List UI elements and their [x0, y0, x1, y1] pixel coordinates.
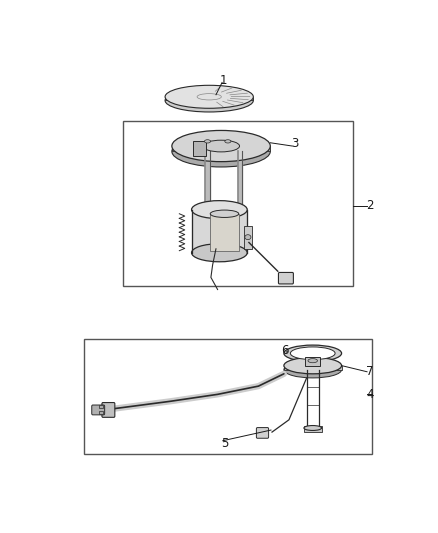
FancyBboxPatch shape	[256, 427, 268, 438]
FancyBboxPatch shape	[210, 214, 239, 251]
Ellipse shape	[191, 244, 247, 262]
FancyBboxPatch shape	[279, 272, 293, 284]
Ellipse shape	[284, 345, 342, 361]
Ellipse shape	[165, 89, 253, 112]
FancyBboxPatch shape	[305, 358, 320, 366]
Ellipse shape	[304, 425, 321, 431]
Text: 5: 5	[221, 437, 228, 450]
Ellipse shape	[225, 140, 231, 143]
Ellipse shape	[245, 235, 251, 240]
Ellipse shape	[191, 200, 247, 219]
Ellipse shape	[210, 210, 239, 217]
FancyBboxPatch shape	[244, 226, 252, 248]
Text: 3: 3	[291, 137, 299, 150]
FancyBboxPatch shape	[99, 406, 103, 408]
Bar	[123, 122, 353, 286]
FancyBboxPatch shape	[102, 402, 115, 417]
FancyBboxPatch shape	[193, 141, 206, 156]
Text: 4: 4	[366, 388, 374, 401]
Text: 7: 7	[366, 365, 374, 378]
FancyBboxPatch shape	[99, 411, 103, 414]
Polygon shape	[165, 97, 253, 101]
FancyBboxPatch shape	[191, 209, 247, 253]
FancyBboxPatch shape	[304, 426, 321, 432]
Ellipse shape	[284, 358, 342, 374]
Ellipse shape	[290, 347, 335, 360]
Ellipse shape	[205, 140, 211, 143]
Polygon shape	[284, 366, 342, 370]
Polygon shape	[172, 146, 270, 151]
Bar	[84, 339, 372, 454]
Text: 2: 2	[366, 199, 374, 212]
Ellipse shape	[284, 361, 342, 378]
Ellipse shape	[308, 359, 318, 363]
Ellipse shape	[172, 136, 270, 167]
Ellipse shape	[172, 131, 270, 161]
Ellipse shape	[203, 140, 240, 152]
Ellipse shape	[165, 85, 253, 108]
Text: 6: 6	[281, 343, 289, 357]
FancyBboxPatch shape	[92, 405, 105, 415]
Text: 1: 1	[220, 74, 227, 87]
